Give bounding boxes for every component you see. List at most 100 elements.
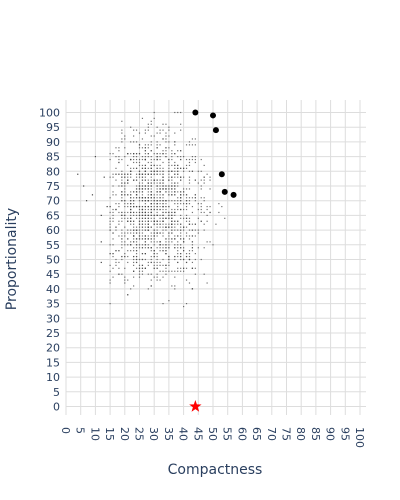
cloud-point [144, 153, 146, 155]
cloud-point [200, 208, 202, 211]
cloud-point [100, 214, 102, 216]
cloud-point [168, 261, 170, 264]
cloud-point [180, 111, 182, 114]
cloud-point [141, 232, 144, 234]
cloud-point [165, 135, 167, 137]
cloud-point [183, 226, 185, 228]
y-tick-label: 85 [46, 151, 60, 164]
cloud-point [177, 182, 179, 184]
cloud-point [141, 226, 144, 228]
cloud-point [150, 158, 152, 161]
cloud-point [153, 158, 155, 161]
cloud-point [150, 214, 152, 216]
cloud-point [141, 211, 144, 214]
cloud-point [191, 235, 194, 237]
cloud-point [191, 205, 194, 208]
cloud-point [115, 264, 117, 266]
cloud-point [138, 147, 141, 149]
cloud-point [165, 229, 167, 231]
cloud-point [147, 167, 149, 169]
cloud-point [115, 226, 117, 228]
cloud-point [124, 279, 126, 281]
cloud-point [197, 208, 199, 211]
cloud-point [153, 235, 155, 237]
x-axis-title: Compactness [168, 462, 263, 478]
cloud-point [171, 241, 173, 243]
cloud-point [203, 176, 205, 178]
y-tick-label: 10 [46, 371, 60, 384]
cloud-point [165, 147, 167, 149]
cloud-point [121, 191, 123, 193]
cloud-point [133, 226, 135, 228]
cloud-point [118, 273, 120, 275]
cloud-point [153, 250, 155, 252]
cloud-point [147, 156, 149, 158]
cloud-point [77, 173, 79, 175]
cloud-point [156, 132, 158, 134]
cloud-point [112, 176, 114, 178]
cloud-point [150, 238, 152, 240]
cloud-point [203, 247, 205, 249]
cloud-point [200, 185, 202, 187]
cloud-point [171, 214, 173, 216]
cloud-point [156, 126, 158, 128]
cloud-point [138, 214, 141, 216]
y-tick-label: 60 [46, 224, 60, 237]
cloud-point [144, 132, 146, 134]
cloud-point [174, 182, 176, 184]
cloud-point [135, 141, 138, 143]
cloud-point [168, 255, 170, 258]
cloud-point [194, 235, 196, 237]
cloud-point [103, 176, 105, 178]
cloud-point [135, 156, 138, 158]
cloud-point [168, 244, 170, 246]
cloud-point [162, 138, 164, 140]
cloud-point [144, 235, 146, 237]
cloud-point [112, 267, 114, 269]
cloud-point [141, 247, 144, 249]
cloud-point [150, 258, 152, 261]
cloud-point [109, 223, 111, 225]
y-tick-label: 95 [46, 121, 60, 134]
cloud-point [133, 205, 135, 208]
cloud-point [171, 229, 173, 231]
cloud-point [203, 211, 205, 214]
y-tick-label: 0 [53, 401, 60, 414]
cloud-point [130, 288, 132, 290]
frontier-point [230, 191, 237, 198]
cloud-point [141, 158, 144, 161]
cloud-point [153, 194, 155, 196]
cloud-point [156, 191, 158, 193]
cloud-point [180, 229, 182, 231]
cloud-point [130, 244, 132, 246]
cloud-point [171, 179, 173, 181]
cloud-point [124, 156, 126, 158]
cloud-point [130, 141, 132, 143]
cloud-point [162, 153, 164, 155]
cloud-point [141, 244, 144, 246]
cloud-point [135, 194, 138, 196]
cloud-point [91, 194, 94, 196]
cloud-point [188, 203, 191, 205]
cloud-point [171, 153, 173, 155]
cloud-point [188, 197, 191, 199]
y-tick-label: 45 [46, 268, 60, 281]
cloud-point [153, 170, 155, 172]
cloud-point [144, 167, 146, 169]
cloud-point [138, 270, 141, 272]
cloud-point [141, 229, 144, 231]
cloud-point [112, 191, 114, 193]
cloud-point [141, 258, 144, 261]
cloud-point [168, 241, 170, 243]
cloud-point [124, 211, 126, 214]
cloud-point [177, 176, 179, 178]
cloud-point [153, 255, 155, 258]
cloud-point [156, 141, 158, 143]
cloud-point [150, 208, 152, 211]
cloud-point [133, 247, 135, 249]
cloud-point [153, 179, 155, 181]
cloud-point [156, 156, 158, 158]
cloud-point [118, 158, 120, 161]
cloud-point [147, 179, 149, 181]
